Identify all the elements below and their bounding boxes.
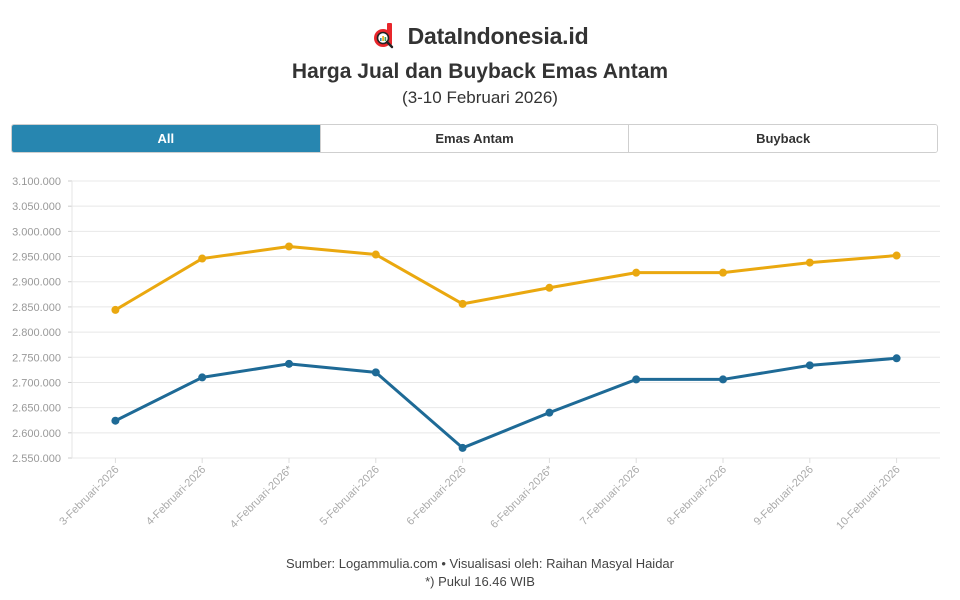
line-chart: 3.100.000 3.050.000 3.000.000 2.950.000 2.90… bbox=[0, 165, 960, 545]
footnote: *) Pukul 16.46 WIB bbox=[425, 574, 535, 589]
y-tick-label: 2.800.000 bbox=[12, 327, 61, 339]
x-tick-label: 6-Februari-2026 bbox=[404, 464, 468, 528]
data-point[interactable] bbox=[371, 250, 380, 259]
y-axis: 3.100.000 3.050.000 3.000.000 2.950.000 2.90… bbox=[12, 176, 61, 465]
y-tick-label: 2.750.000 bbox=[12, 352, 61, 364]
x-tick-label: 4-Februari-2026* bbox=[228, 463, 296, 531]
data-point[interactable] bbox=[285, 242, 293, 251]
data-point[interactable] bbox=[458, 443, 467, 452]
y-tick-label: 2.950.000 bbox=[12, 252, 61, 264]
y-tick-label: 3.050.000 bbox=[12, 201, 61, 213]
y-tick-label: 2.900.000 bbox=[12, 277, 61, 289]
x-tick-label: 3-Februari-2026 bbox=[57, 464, 121, 528]
series-line-emas-antam bbox=[114, 244, 897, 312]
series-line-buyback bbox=[114, 356, 897, 450]
data-point[interactable] bbox=[632, 268, 641, 277]
x-axis: 3-Februari-2026 4-Februari-2026 4-Februari… bbox=[57, 458, 903, 533]
data-point[interactable] bbox=[545, 283, 554, 292]
x-tick-label: 9-Februari-2026 bbox=[752, 464, 816, 528]
data-point[interactable] bbox=[892, 251, 901, 260]
tab-emas-antam[interactable]: Emas Antam bbox=[319, 125, 629, 152]
x-tick-label: 6-Februari-2026* bbox=[488, 463, 556, 531]
data-point[interactable] bbox=[805, 361, 814, 370]
y-tick-label: 3.000.000 bbox=[12, 226, 61, 238]
data-point[interactable] bbox=[198, 373, 207, 382]
tab-buyback[interactable]: Buyback bbox=[628, 125, 937, 152]
y-tick-label: 2.850.000 bbox=[12, 302, 61, 314]
y-tick-label: 3.100.000 bbox=[12, 176, 61, 188]
y-tick-label: 2.700.000 bbox=[12, 377, 61, 389]
brand-name: DataIndonesia.id bbox=[407, 22, 589, 49]
dataindonesia-logo-icon bbox=[372, 22, 398, 50]
data-point[interactable] bbox=[632, 375, 641, 384]
series-lines bbox=[111, 242, 901, 452]
tab-all[interactable]: All bbox=[12, 125, 320, 152]
data-point[interactable] bbox=[111, 305, 120, 314]
y-tick-label: 2.650.000 bbox=[12, 403, 61, 415]
data-point[interactable] bbox=[111, 416, 120, 425]
chart-canvas: 3.100.000 3.050.000 3.000.000 2.950.000 2.90… bbox=[12, 176, 940, 533]
data-point[interactable] bbox=[198, 254, 207, 263]
data-point[interactable] bbox=[719, 268, 727, 277]
series-filter-tabs: All Emas Antam Buyback bbox=[11, 124, 938, 153]
gridlines bbox=[68, 180, 940, 459]
data-point[interactable] bbox=[545, 408, 554, 417]
x-tick-label: 4-Februari-2026 bbox=[144, 464, 208, 528]
x-tick-label: 8-Februari-2026 bbox=[665, 464, 729, 528]
chart-subtitle: (3-10 Februari 2026) bbox=[402, 88, 558, 107]
y-tick-label: 2.600.000 bbox=[12, 428, 61, 440]
data-point[interactable] bbox=[719, 375, 727, 384]
x-tick-label: 7-Februari-2026 bbox=[578, 464, 642, 528]
x-tick-label: 10-Februari-2026 bbox=[834, 464, 903, 533]
brand-header: DataIndonesia.id bbox=[0, 18, 960, 54]
source-credit: Sumber: Logammulia.com • Visualisasi ole… bbox=[286, 556, 674, 571]
x-tick-label: 5-Februari-2026 bbox=[318, 464, 382, 528]
data-point[interactable] bbox=[458, 299, 467, 308]
chart-title: Harga Jual dan Buyback Emas Antam bbox=[291, 60, 669, 83]
chart-footer: Sumber: Logammulia.com • Visualisasi ole… bbox=[0, 555, 960, 591]
data-point[interactable] bbox=[892, 354, 901, 363]
data-point[interactable] bbox=[285, 359, 293, 368]
data-point[interactable] bbox=[805, 258, 814, 267]
y-tick-label: 2.550.000 bbox=[12, 453, 61, 465]
data-point[interactable] bbox=[371, 368, 380, 377]
